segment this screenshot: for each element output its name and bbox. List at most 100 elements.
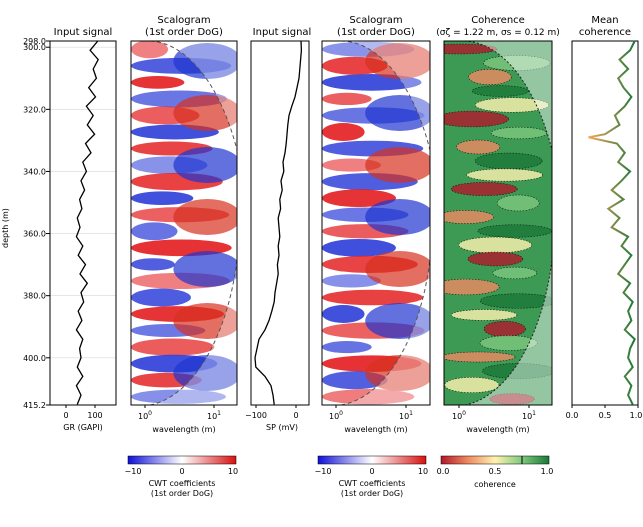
positive-lobe — [173, 303, 237, 339]
positive-band — [322, 123, 365, 141]
sp-curve — [254, 40, 303, 405]
coherence-contour — [467, 251, 524, 267]
sp-xlabel: SP (mV) — [266, 423, 298, 432]
coherence-contour — [477, 224, 552, 238]
sp-xtick-0: 0 — [293, 411, 298, 420]
mean-title: Mean — [591, 15, 618, 26]
coherence-contour — [450, 182, 518, 196]
positive-band — [322, 189, 396, 208]
scalogram-1-subtitle: (1st order DoG) — [145, 27, 223, 38]
mean-xtick-1: 1.0 — [630, 411, 643, 420]
negative-lobe — [173, 355, 237, 391]
coherence-contour — [466, 168, 544, 182]
negative-band — [322, 274, 381, 288]
coherence-title: Coherence — [471, 15, 525, 26]
gr-xtick-100: 100 — [87, 411, 102, 420]
coherence-contour — [444, 110, 509, 128]
svg-text:1.0: 1.0 — [541, 467, 554, 476]
coherence-contour — [490, 126, 548, 140]
negative-lobe — [173, 251, 237, 287]
gr-xlabel: GR (GAPI) — [63, 423, 102, 432]
coherence-contour — [492, 266, 538, 280]
svg-text:coherence: coherence — [474, 480, 516, 489]
depth-tick-label: 380.0 — [23, 292, 46, 301]
svg-text:10: 10 — [228, 467, 238, 476]
coherence-contour — [451, 309, 518, 321]
coherence-contour — [489, 393, 535, 405]
svg-text:0: 0 — [179, 467, 184, 476]
gr-axes-frame — [49, 40, 117, 406]
panel-sp-title: Input signal — [253, 27, 312, 38]
svg-text:−10: −10 — [315, 467, 332, 476]
svg-text:0.5: 0.5 — [489, 467, 502, 476]
svg-text:0.0: 0.0 — [437, 467, 450, 476]
negative-band — [131, 258, 176, 271]
negative-band — [131, 222, 178, 241]
colorbar-cwt-2: −10 0 10 CWT coefficients (1st order DoG… — [315, 455, 428, 498]
c-xtick-10: 101 — [522, 410, 536, 421]
s2-xtick-1: 100 — [329, 410, 343, 421]
coherence-contour — [458, 236, 533, 254]
negative-band — [131, 191, 194, 206]
coherence-contour — [482, 363, 552, 379]
positive-lobe — [173, 199, 237, 235]
positive-band — [322, 389, 415, 405]
coherence-contour — [456, 139, 501, 155]
coherence-contour — [474, 97, 550, 113]
scalogram-1-bands — [131, 41, 237, 404]
depth-axis-label: depth (m) — [1, 208, 10, 248]
negative-band — [322, 341, 372, 354]
depth-tick-label: 400.0 — [23, 354, 46, 363]
gr-curve — [75, 40, 99, 405]
coherence-contour — [479, 335, 538, 351]
coherence-contour — [479, 293, 552, 309]
negative-band — [322, 238, 396, 257]
scalogram-1-cone-bottom — [149, 259, 238, 406]
negative-band — [131, 288, 191, 307]
scalogram-2-xlabel: wavelength (m) — [344, 425, 407, 434]
mean-xtick-05: 0.5 — [599, 411, 612, 420]
panel-mean-coherence: Mean coherence 0.0 0.5 1.0 — [566, 15, 643, 420]
scalogram-1-cone-top — [149, 40, 238, 151]
panel-sp: Input signal −100 0 SP (mV) — [245, 27, 311, 432]
negative-lobe — [365, 199, 430, 235]
svg-text:−10: −10 — [125, 467, 142, 476]
sp-xtick-neg100: −100 — [245, 411, 267, 420]
colorbar-cwt-1: −10 0 10 CWT coefficients (1st order DoG… — [125, 455, 238, 498]
positive-band — [131, 76, 185, 89]
coherence-xlabel: wavelength (m) — [466, 425, 529, 434]
panel-scalogram-2: Scalogram (1st order DoG) 100 101 wavele… — [321, 15, 431, 434]
negative-band — [131, 389, 226, 404]
depth-tick-label: 300.0 — [23, 43, 46, 52]
gr-gridlines — [50, 40, 116, 406]
scalogram-2-title: Scalogram — [349, 15, 402, 26]
s2-xtick-10: 101 — [399, 410, 413, 421]
positive-lobe — [365, 147, 430, 183]
coherence-contour — [444, 376, 500, 394]
depth-tick-label: 415.2 — [23, 401, 46, 410]
s1-xtick-1: 100 — [138, 410, 152, 421]
positive-band — [322, 289, 424, 306]
scalogram-2-cone-bottom — [340, 259, 431, 406]
svg-text:CWT coefficients: CWT coefficients — [339, 479, 406, 488]
mean-subtitle: coherence — [579, 27, 631, 38]
coherence-cone-bottom — [464, 259, 553, 406]
coherence-contour — [444, 278, 500, 296]
positive-band — [322, 92, 372, 106]
negative-lobe — [365, 303, 430, 339]
scalogram-2-bands — [322, 41, 430, 405]
mean-xtick-0: 0.0 — [566, 411, 579, 420]
svg-text:10: 10 — [418, 467, 428, 476]
positive-lobe — [365, 355, 430, 391]
coherence-contour — [483, 320, 526, 338]
positive-lobe — [365, 251, 430, 287]
coherence-contour — [471, 85, 529, 97]
coherence-cone-top — [464, 40, 553, 151]
gr-xtick-0: 0 — [63, 411, 68, 420]
c-xtick-1: 100 — [452, 410, 466, 421]
depth-tick-label: 360.0 — [23, 230, 46, 239]
colorbar-coherence: 0.0 0.5 1.0 coherence — [437, 455, 554, 489]
